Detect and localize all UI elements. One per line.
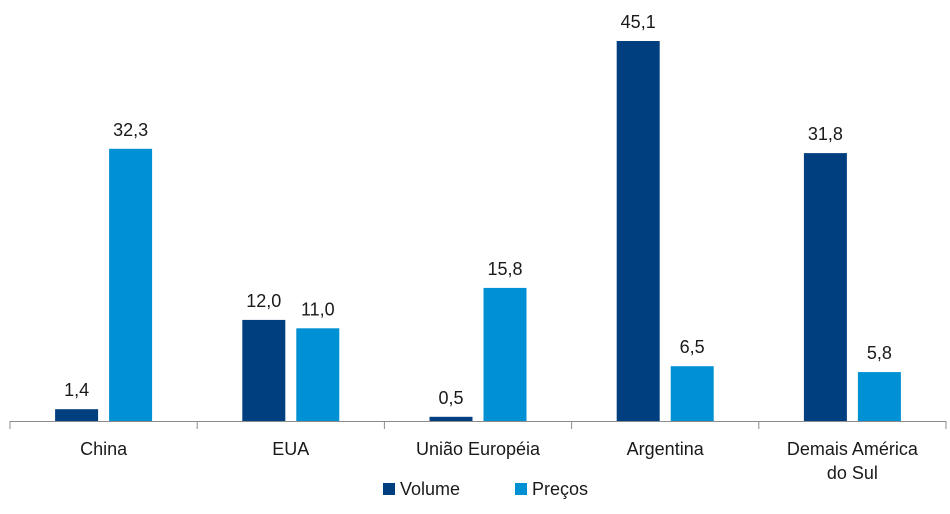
data-label: 0,5 xyxy=(438,388,463,408)
legend-swatch-preços xyxy=(515,483,527,495)
category-label: União Européia xyxy=(416,439,541,459)
bar-preços-1 xyxy=(296,328,340,421)
data-label: 5,8 xyxy=(867,343,892,363)
category-label: China xyxy=(80,439,128,459)
data-label: 32,3 xyxy=(113,120,148,140)
data-label: 31,8 xyxy=(808,124,843,144)
bar-preços-2 xyxy=(483,287,527,421)
bar-volume-3 xyxy=(616,41,660,421)
category-label: do Sul xyxy=(827,463,878,483)
bar-volume-0 xyxy=(55,409,99,421)
category-label: Demais América xyxy=(787,439,919,459)
bar-volume-1 xyxy=(242,319,286,421)
legend-label: Preços xyxy=(532,479,588,499)
data-label: 11,0 xyxy=(301,299,335,319)
data-label: 6,5 xyxy=(680,337,705,357)
data-label: 15,8 xyxy=(487,259,522,279)
data-label: 45,1 xyxy=(621,12,656,32)
category-label: EUA xyxy=(272,439,309,459)
bar-volume-4 xyxy=(803,153,847,421)
bar-preços-3 xyxy=(670,366,714,421)
category-label: Argentina xyxy=(627,439,705,459)
bar-preços-0 xyxy=(109,148,153,422)
legend-swatch-volume xyxy=(383,483,395,495)
bar-volume-2 xyxy=(429,416,473,421)
data-label: 12,0 xyxy=(246,291,281,311)
legend-label: Volume xyxy=(400,479,460,499)
data-label: 1,4 xyxy=(64,380,89,400)
bar-preços-4 xyxy=(857,372,901,421)
